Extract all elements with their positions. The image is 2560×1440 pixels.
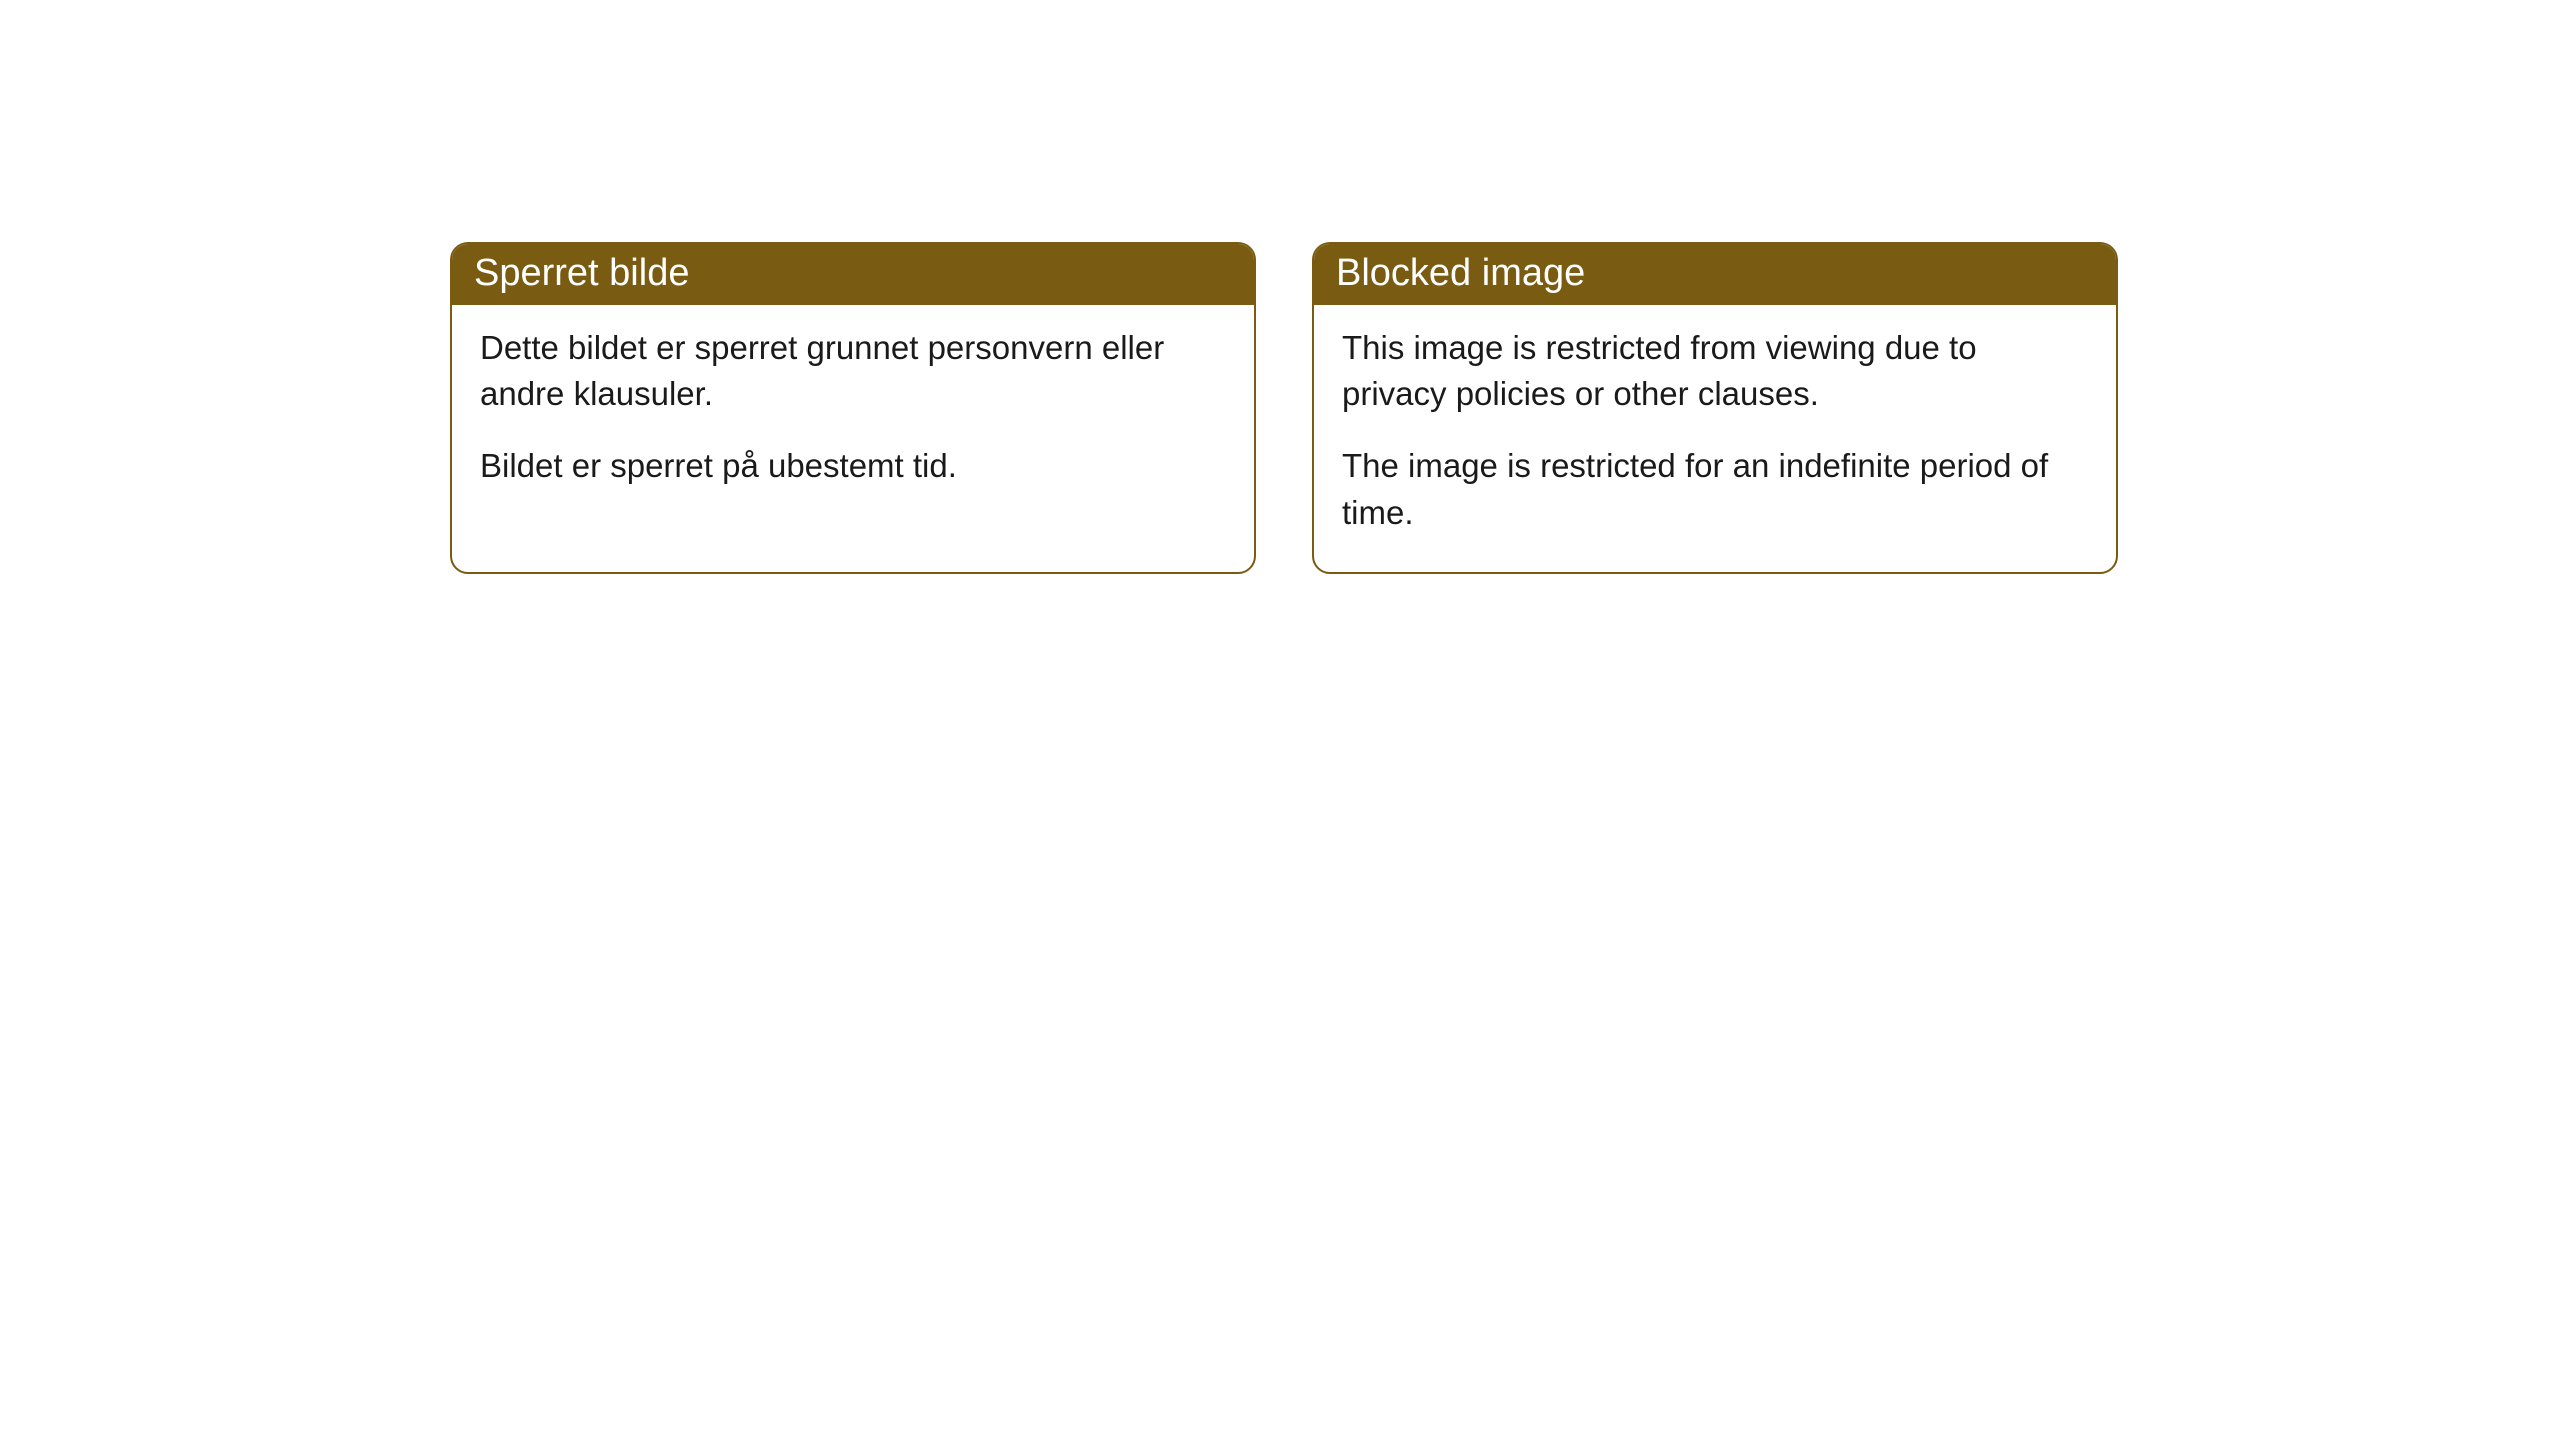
card-body: This image is restricted from viewing du… [1314,305,2116,572]
notice-card-norwegian: Sperret bilde Dette bildet er sperret gr… [450,242,1256,574]
card-body: Dette bildet er sperret grunnet personve… [452,305,1254,526]
card-title: Blocked image [1336,252,1585,294]
notice-card-english: Blocked image This image is restricted f… [1312,242,2118,574]
card-header: Sperret bilde [452,244,1254,305]
card-paragraph: Bildet er sperret på ubestemt tid. [480,443,1226,489]
card-title: Sperret bilde [474,252,689,294]
card-paragraph: Dette bildet er sperret grunnet personve… [480,325,1226,417]
card-paragraph: The image is restricted for an indefinit… [1342,443,2088,535]
card-paragraph: This image is restricted from viewing du… [1342,325,2088,417]
card-header: Blocked image [1314,244,2116,305]
notice-cards-container: Sperret bilde Dette bildet er sperret gr… [450,242,2118,574]
